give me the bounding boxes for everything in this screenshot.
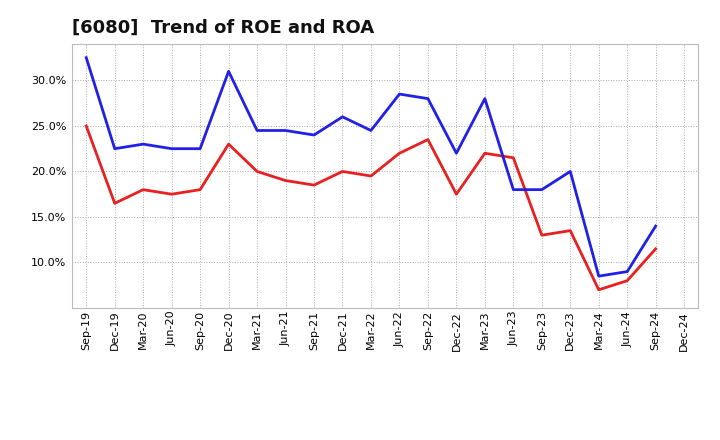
ROA: [423, 96, 432, 101]
ROE: [82, 123, 91, 128]
ROA: [480, 96, 489, 101]
ROE: [338, 169, 347, 174]
ROE: [395, 150, 404, 156]
ROA: [196, 146, 204, 151]
Line: ROA: ROA: [86, 58, 656, 276]
ROA: [82, 55, 91, 60]
ROA: [139, 142, 148, 147]
ROA: [452, 150, 461, 156]
ROE: [509, 155, 518, 161]
ROE: [139, 187, 148, 192]
ROA: [595, 274, 603, 279]
ROA: [366, 128, 375, 133]
ROE: [480, 150, 489, 156]
ROA: [652, 224, 660, 229]
ROA: [167, 146, 176, 151]
ROE: [623, 278, 631, 283]
ROE: [310, 183, 318, 188]
ROA: [110, 146, 119, 151]
ROA: [509, 187, 518, 192]
ROA: [623, 269, 631, 274]
ROE: [566, 228, 575, 233]
ROE: [423, 137, 432, 142]
ROA: [310, 132, 318, 138]
ROE: [366, 173, 375, 179]
ROA: [537, 187, 546, 192]
ROE: [167, 191, 176, 197]
ROE: [196, 187, 204, 192]
ROA: [225, 69, 233, 74]
ROE: [652, 246, 660, 252]
ROE: [595, 287, 603, 293]
Text: [6080]  Trend of ROE and ROA: [6080] Trend of ROE and ROA: [72, 19, 374, 37]
ROA: [253, 128, 261, 133]
ROA: [338, 114, 347, 120]
ROA: [395, 92, 404, 97]
Line: ROE: ROE: [86, 126, 656, 290]
ROE: [282, 178, 290, 183]
ROE: [452, 191, 461, 197]
ROE: [225, 142, 233, 147]
ROA: [282, 128, 290, 133]
ROE: [537, 232, 546, 238]
ROA: [566, 169, 575, 174]
ROE: [253, 169, 261, 174]
ROE: [110, 201, 119, 206]
